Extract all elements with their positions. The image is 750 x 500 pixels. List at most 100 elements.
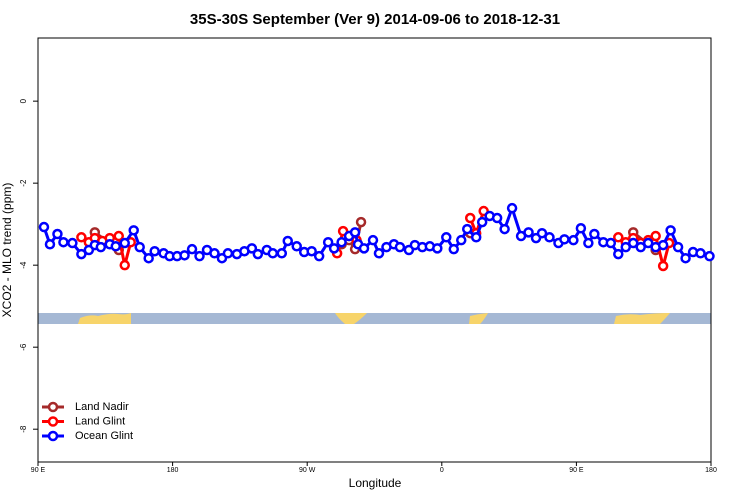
y-tick-label: -8: [19, 425, 28, 433]
ocean-band: [38, 313, 711, 324]
data-point: [672, 241, 684, 253]
data-point: [355, 216, 367, 228]
chart-title: 35S-30S September (Ver 9) 2014-09-06 to …: [190, 11, 560, 28]
y-tick-label: -4: [19, 261, 28, 269]
data-point: [536, 227, 548, 239]
data-point: [650, 230, 661, 242]
land-strip: [38, 313, 711, 324]
data-point: [246, 243, 258, 254]
y-tick-label: -2: [19, 179, 28, 187]
data-point: [267, 248, 279, 259]
x-tick-label: 90 E: [569, 467, 584, 474]
data-point: [635, 241, 646, 253]
data-point: [491, 212, 503, 224]
data-point: [44, 239, 56, 250]
data-point: [704, 250, 715, 262]
data-point: [589, 228, 600, 240]
data-point: [119, 237, 130, 249]
land-patch: [78, 313, 131, 324]
data-point: [455, 234, 467, 246]
data-point: [149, 245, 160, 257]
data-point: [613, 248, 624, 260]
data-point: [306, 245, 317, 257]
data-point: [128, 225, 139, 236]
legend-label: Ocean Glint: [75, 430, 133, 442]
data-point: [544, 232, 555, 243]
data-point: [657, 260, 669, 272]
plot-frame: [37, 37, 712, 463]
legend-label: Land Glint: [75, 415, 125, 427]
data-point: [506, 202, 518, 214]
x-tick-label: 90 E: [31, 467, 46, 474]
data-point: [559, 234, 570, 245]
data-point: [642, 237, 654, 249]
data-point: [523, 227, 534, 238]
data-point: [349, 227, 361, 238]
data-point: [328, 243, 340, 254]
land-patch: [335, 313, 367, 324]
data-point: [568, 234, 579, 246]
data-point: [680, 252, 691, 264]
data-point: [665, 225, 676, 236]
data-point: [464, 212, 476, 224]
data-point: [222, 248, 234, 259]
data-point: [113, 230, 125, 242]
data-point: [358, 243, 370, 254]
data-point: [575, 223, 587, 234]
data-point: [186, 243, 198, 255]
data-point: [58, 236, 69, 248]
data-point: [76, 248, 87, 260]
legend-marker: [47, 430, 59, 442]
data-point: [179, 250, 190, 261]
data-point: [620, 241, 632, 253]
data-point: [657, 239, 669, 251]
data-point: [209, 248, 220, 259]
data-point: [119, 259, 130, 271]
data-point: [476, 216, 488, 228]
data-point: [461, 223, 473, 235]
data-point: [432, 243, 443, 254]
data-point: [627, 237, 639, 249]
data-point: [605, 237, 617, 249]
legend-label: Land Nadir: [75, 401, 129, 413]
data-point: [367, 234, 379, 246]
data-point: [194, 250, 205, 262]
x-tick-label: 0: [440, 467, 444, 474]
data-point: [276, 248, 288, 259]
data-point: [95, 241, 107, 253]
data-point: [499, 223, 510, 235]
x-tick-label: 180: [705, 467, 717, 474]
data-point: [613, 232, 624, 243]
data-point: [695, 248, 706, 259]
data-point: [583, 237, 594, 249]
data-point: [67, 237, 78, 249]
legend-marker: [47, 401, 59, 413]
x-tick-label: 90 W: [299, 467, 316, 474]
data-point: [38, 221, 50, 233]
data-point: [52, 228, 63, 240]
x-axis-label: Longitude: [349, 476, 402, 490]
data-point: [110, 241, 122, 252]
data-point: [373, 248, 385, 259]
land-patch: [469, 313, 488, 324]
y-tick-label: -6: [19, 343, 28, 351]
data-point: [282, 235, 294, 247]
data-point: [134, 241, 145, 253]
data-point: [76, 232, 87, 243]
y-axis-label: XCO2 - MLO trend (ppm): [0, 183, 14, 318]
data-point: [448, 243, 460, 255]
data-point: [394, 241, 406, 253]
series: [38, 202, 715, 264]
data-point: [336, 236, 347, 248]
legend-marker: [47, 416, 59, 427]
data-point: [143, 252, 154, 264]
data-point: [313, 250, 325, 262]
data-point: [291, 241, 302, 252]
data-point: [322, 236, 334, 248]
data-point: [252, 248, 264, 260]
x-tick-label: 180: [167, 467, 179, 474]
land-patch: [614, 313, 670, 324]
y-tick-label: 0: [19, 98, 28, 103]
data-point: [441, 232, 452, 243]
